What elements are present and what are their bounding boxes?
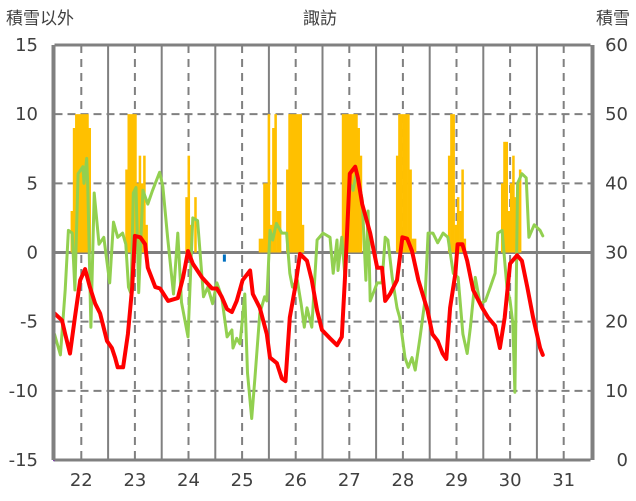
- precip-bar: [185, 197, 188, 253]
- precip-bar: [131, 114, 135, 253]
- right-tick-label: 60: [605, 35, 628, 56]
- right-axis-label: 積雪: [596, 9, 630, 29]
- precip-bar: [272, 128, 275, 253]
- precip-bar: [509, 183, 513, 253]
- precip-bar: [395, 155, 399, 253]
- right-tick-label: 50: [605, 104, 628, 125]
- precip-bar: [260, 238, 264, 253]
- precip-bar: [145, 224, 148, 253]
- x-tick-label: 31: [552, 470, 575, 491]
- precip-bar: [402, 114, 406, 253]
- precip-bar: [286, 169, 289, 253]
- precip-bar: [459, 211, 462, 253]
- precip-bar: [75, 114, 78, 253]
- precip-bar: [404, 114, 408, 253]
- x-tick-label: 29: [445, 470, 468, 491]
- precip-bar: [301, 224, 305, 253]
- x-tick-label: 26: [284, 470, 307, 491]
- left-tick-label: 15: [15, 35, 38, 56]
- precip-bar: [299, 114, 302, 253]
- chart-title: 諏訪: [303, 9, 337, 29]
- precip-bar: [413, 238, 417, 253]
- precip-bar: [258, 238, 262, 253]
- plot-frame: [51, 43, 595, 462]
- precip-bar: [355, 114, 358, 253]
- x-tick-label: 27: [338, 470, 361, 491]
- precip-bar: [288, 114, 291, 253]
- left-axis-label: 積雪以外: [6, 9, 74, 29]
- precip-bar: [350, 114, 354, 253]
- x-tick-label: 25: [231, 470, 254, 491]
- precip-bar: [447, 155, 451, 253]
- right-tick-label: 40: [605, 173, 628, 194]
- precip-bar: [512, 155, 515, 253]
- precip-bar: [72, 128, 76, 253]
- left-tick-label: 5: [27, 173, 38, 194]
- precip-bar: [129, 114, 133, 253]
- precip-bar: [341, 114, 345, 253]
- precip-bar: [344, 114, 347, 253]
- precip-bar: [409, 169, 412, 253]
- precip-bar: [143, 155, 146, 253]
- precip-bar: [265, 183, 268, 253]
- precip-bar: [297, 114, 300, 253]
- left-tick-label: 10: [15, 104, 38, 125]
- temperature-line: [52, 164, 545, 384]
- precip-bar: [450, 114, 453, 253]
- x-tick-label: 28: [391, 470, 414, 491]
- x-tick-label: 23: [123, 470, 146, 491]
- x-tick-label: 30: [499, 470, 522, 491]
- precip-bar: [503, 141, 506, 253]
- precip-bar: [411, 238, 415, 253]
- precip-bar: [461, 169, 464, 253]
- blue-marker: [222, 254, 226, 262]
- precip-bar: [407, 114, 410, 253]
- right-tick-label: 0: [617, 450, 628, 471]
- right-tick-label: 20: [605, 312, 628, 333]
- right-tick-label: 10: [605, 381, 628, 402]
- precip-bar: [267, 114, 271, 253]
- precip-bar: [400, 114, 403, 253]
- precip-bar: [276, 211, 280, 253]
- x-tick-label: 24: [177, 470, 200, 491]
- precip-bar: [294, 114, 298, 253]
- left-tick-label: -10: [9, 381, 38, 402]
- precip-bar: [274, 114, 277, 253]
- precip-bar: [290, 114, 294, 253]
- left-tick-label: -15: [9, 450, 38, 471]
- precip-bar: [292, 114, 296, 253]
- left-tick-label: 0: [27, 243, 38, 264]
- precip-bar: [505, 141, 508, 253]
- precip-bar: [452, 114, 455, 253]
- right-tick-label: 30: [605, 243, 628, 264]
- precip-bar: [507, 211, 511, 253]
- precip-bar: [194, 197, 197, 253]
- precip-bar: [398, 114, 401, 253]
- precip-bar: [88, 128, 91, 253]
- precip-bar: [500, 183, 504, 253]
- left-tick-label: -5: [20, 312, 38, 333]
- precip-bar: [134, 114, 137, 253]
- precip-bar: [518, 169, 522, 253]
- precip-bar: [454, 224, 458, 253]
- precip-bar: [263, 183, 266, 253]
- precip-bar: [138, 155, 142, 253]
- precip-bar: [456, 197, 460, 253]
- precip-bar: [127, 114, 131, 253]
- precip-bar: [187, 155, 191, 253]
- precip-bar: [79, 114, 83, 253]
- precip-bar: [125, 169, 128, 253]
- x-tick-label: 22: [70, 470, 93, 491]
